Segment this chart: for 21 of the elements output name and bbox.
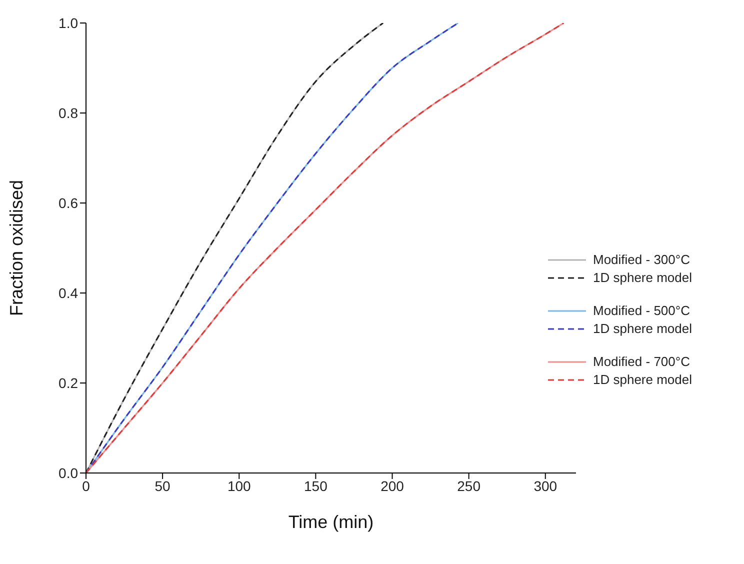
x-tick-label: 0 — [82, 478, 90, 494]
y-tick-label: 0.2 — [58, 374, 78, 391]
x-tick-label: 300 — [534, 478, 558, 494]
x-tick-label: 150 — [304, 478, 328, 494]
x-tick-label: 250 — [457, 478, 481, 494]
x-tick-label: 100 — [227, 478, 252, 494]
y-tick-label: 0.8 — [58, 104, 78, 121]
legend-label: Modified - 500°C — [593, 303, 690, 318]
legend-label: 1D sphere model — [593, 372, 692, 387]
y-tick-label: 0.4 — [58, 284, 78, 301]
y-tick-label: 0.0 — [58, 464, 78, 481]
x-tick-label: 50 — [154, 478, 171, 494]
y-tick-label: 0.6 — [58, 194, 78, 211]
legend-label: Modified - 700°C — [593, 354, 690, 369]
y-tick-label: 1.0 — [58, 14, 78, 31]
x-tick-label: 200 — [380, 478, 404, 494]
legend-label: Modified - 300°C — [593, 252, 690, 267]
legend-label: 1D sphere model — [593, 321, 692, 336]
x-axis-title: Time (min) — [288, 512, 374, 532]
y-axis-title: Fraction oxidised — [6, 180, 26, 316]
legend-label: 1D sphere model — [593, 270, 692, 285]
